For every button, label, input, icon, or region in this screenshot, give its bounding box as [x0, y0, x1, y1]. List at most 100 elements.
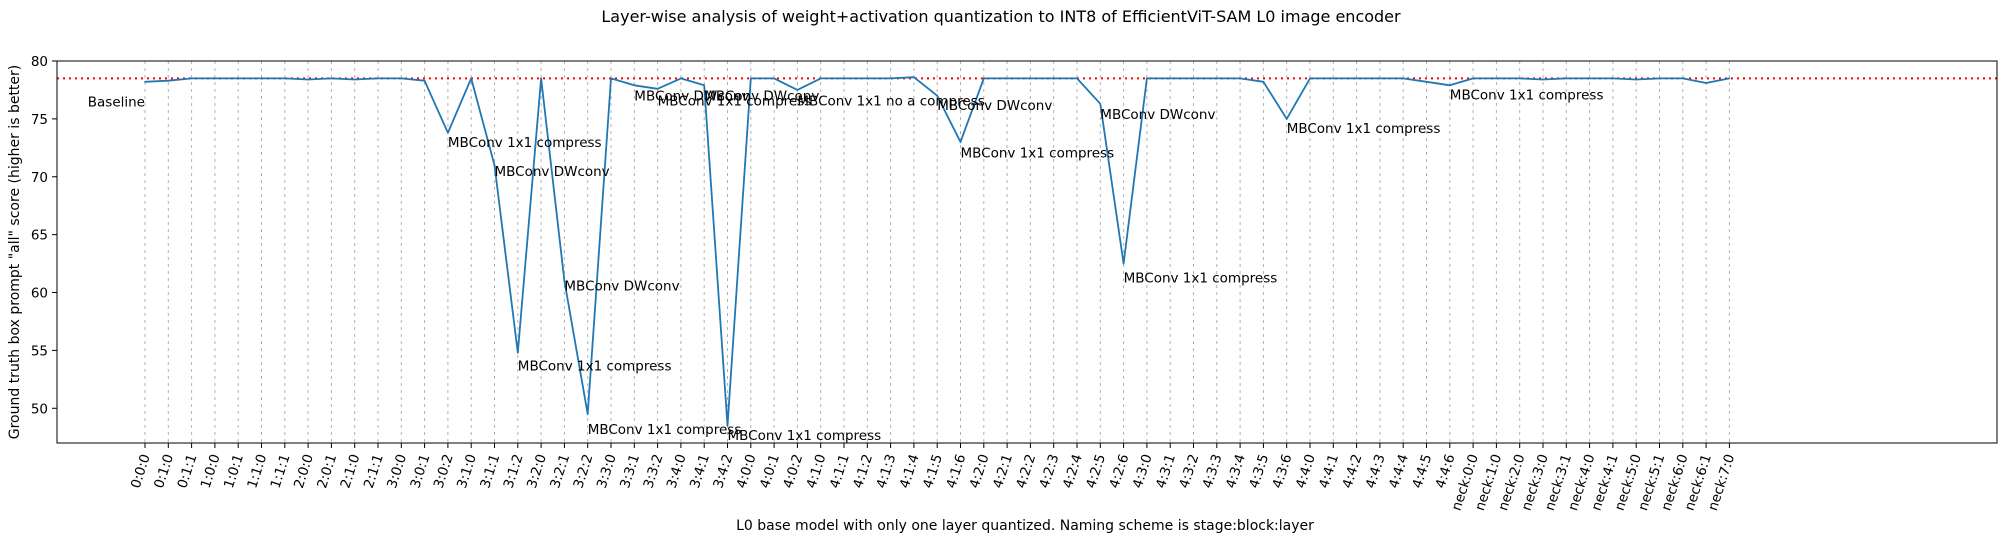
x-tick-label: 4:3:1 — [1153, 452, 1179, 490]
x-tick-label: 4:4:2 — [1339, 452, 1365, 490]
data-point-65 — [1658, 77, 1661, 80]
data-point-26 — [750, 77, 752, 80]
chart-title: Layer-wise analysis of weight+activation… — [601, 7, 1401, 26]
annotation-6: MBConv DWconv — [634, 89, 749, 105]
y-tick-label: 75 — [31, 112, 48, 128]
data-point-67 — [1705, 82, 1707, 84]
data-point-11 — [400, 77, 403, 80]
data-point-21 — [633, 84, 636, 87]
data-point-13 — [447, 131, 449, 134]
data-point-40 — [1076, 77, 1078, 80]
data-point-16 — [517, 351, 519, 354]
data-point-48 — [1262, 81, 1265, 83]
x-tick-label: 4:1:4 — [897, 452, 923, 490]
data-point-55 — [1425, 81, 1428, 83]
annotation-10: MBConv 1x1 no a compress — [797, 93, 984, 109]
y-tick-label: 50 — [31, 401, 48, 417]
data-point-46 — [1216, 77, 1218, 80]
data-point-14 — [470, 77, 473, 80]
data-point-59 — [1518, 77, 1521, 80]
data-point-41 — [1099, 103, 1102, 105]
x-tick-label: 4:3:2 — [1176, 452, 1202, 490]
annotation-8: MBConv DWconv — [704, 89, 819, 105]
data-point-52 — [1355, 77, 1358, 80]
x-tick-label: 1:0:0 — [198, 452, 224, 490]
x-tick-label: 1:0:1 — [221, 452, 247, 490]
x-tick-label: 4:2:4 — [1060, 452, 1086, 490]
annotation-1: MBConv 1x1 compress — [448, 135, 602, 151]
x-tick-label: 2:1:0 — [338, 452, 364, 490]
x-tick-label: 3:1:2 — [501, 452, 527, 490]
data-point-12 — [423, 79, 426, 82]
x-tick-label: 0:1:0 — [151, 452, 177, 490]
x-tick-label: 3:1:0 — [454, 452, 480, 490]
x-tick-label: 4:1:6 — [943, 452, 969, 490]
data-point-53 — [1379, 77, 1381, 80]
data-point-23 — [680, 77, 682, 80]
x-tick-label: 3:2:2 — [571, 452, 597, 490]
x-tick-label: 4:3:5 — [1246, 452, 1272, 490]
data-point-43 — [1146, 77, 1148, 80]
y-tick-label: 70 — [31, 170, 48, 186]
data-point-47 — [1239, 77, 1241, 80]
x-tick-label: 4:0:2 — [780, 452, 806, 490]
data-point-34 — [936, 94, 938, 97]
x-tick-label: 4:4:4 — [1386, 452, 1412, 490]
x-tick-label: 4:1:3 — [873, 452, 899, 490]
x-tick-label: 4:1:0 — [804, 452, 830, 490]
data-point-51 — [1332, 77, 1335, 80]
data-point-2 — [190, 77, 193, 80]
data-point-49 — [1285, 118, 1288, 120]
y-tick-label: 55 — [31, 343, 48, 359]
data-point-35 — [959, 141, 962, 143]
x-tick-label: 3:1:1 — [477, 452, 503, 490]
x-tick-label: 4:2:3 — [1037, 452, 1063, 490]
data-point-8 — [330, 77, 333, 80]
x-tick-label: 3:4:2 — [710, 452, 736, 490]
data-point-3 — [214, 77, 216, 80]
x-tick-label: 4:4:5 — [1409, 452, 1435, 490]
annotation-0: Baseline — [88, 95, 145, 111]
annotation-14: MBConv 1x1 compress — [1124, 270, 1278, 286]
x-tick-label: 4:4:1 — [1316, 452, 1342, 490]
data-point-28 — [796, 89, 799, 91]
data-point-39 — [1052, 77, 1055, 80]
data-point-36 — [983, 77, 985, 80]
data-point-27 — [773, 77, 775, 80]
data-point-6 — [284, 77, 286, 80]
annotation-2: MBConv DWconv — [495, 164, 610, 180]
data-point-63 — [1612, 77, 1614, 80]
data-point-5 — [260, 77, 263, 80]
data-point-57 — [1472, 77, 1474, 80]
annotation-5: MBConv 1x1 compress — [588, 422, 742, 438]
x-tick-label: 4:1:2 — [850, 452, 876, 490]
series-layer — [144, 76, 1731, 427]
data-point-58 — [1495, 77, 1498, 80]
data-point-25 — [726, 424, 729, 427]
data-point-20 — [610, 77, 612, 80]
y-tick-label: 80 — [31, 54, 48, 70]
data-point-22 — [656, 87, 659, 90]
data-point-30 — [843, 77, 845, 80]
x-tick-label: 2:0:0 — [291, 452, 317, 490]
x-tick-label: 4:3:6 — [1270, 452, 1296, 490]
annotation-15: MBConv 1x1 compress — [1287, 121, 1441, 137]
x-tick-label: 4:4:0 — [1293, 452, 1319, 490]
x-tick-label: 2:0:1 — [314, 452, 340, 490]
x-tick-label: 4:4:3 — [1363, 452, 1389, 490]
x-tick-label: 3:3:2 — [640, 452, 666, 490]
x-tick-label: 4:3:0 — [1130, 452, 1156, 490]
x-tick-label: 1:1:0 — [244, 452, 270, 490]
y-axis: 50 55 60 65 70 75 80 — [31, 54, 57, 417]
annotation-16: MBConv 1x1 compress — [1450, 88, 1604, 104]
y-axis-label: Ground truth box prompt "all" score (hig… — [7, 65, 23, 440]
data-point-32 — [889, 77, 892, 80]
x-tick-label: 2:1:1 — [361, 452, 387, 490]
x-tick-label: 0:0:0 — [128, 452, 154, 490]
data-point-42 — [1122, 262, 1125, 265]
data-point-0 — [144, 81, 146, 83]
x-tick-label: 3:2:0 — [524, 452, 550, 490]
data-point-66 — [1682, 77, 1684, 80]
x-tick-label: 4:4:6 — [1433, 452, 1459, 490]
